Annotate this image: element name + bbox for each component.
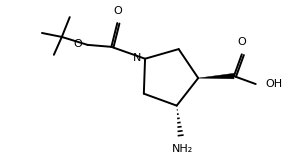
Text: NH₂: NH₂ (172, 144, 193, 154)
Text: O: O (237, 37, 246, 47)
Text: OH: OH (266, 79, 283, 89)
Text: O: O (113, 6, 122, 16)
Text: O: O (74, 39, 83, 49)
Polygon shape (198, 73, 234, 79)
Text: N: N (133, 53, 141, 63)
